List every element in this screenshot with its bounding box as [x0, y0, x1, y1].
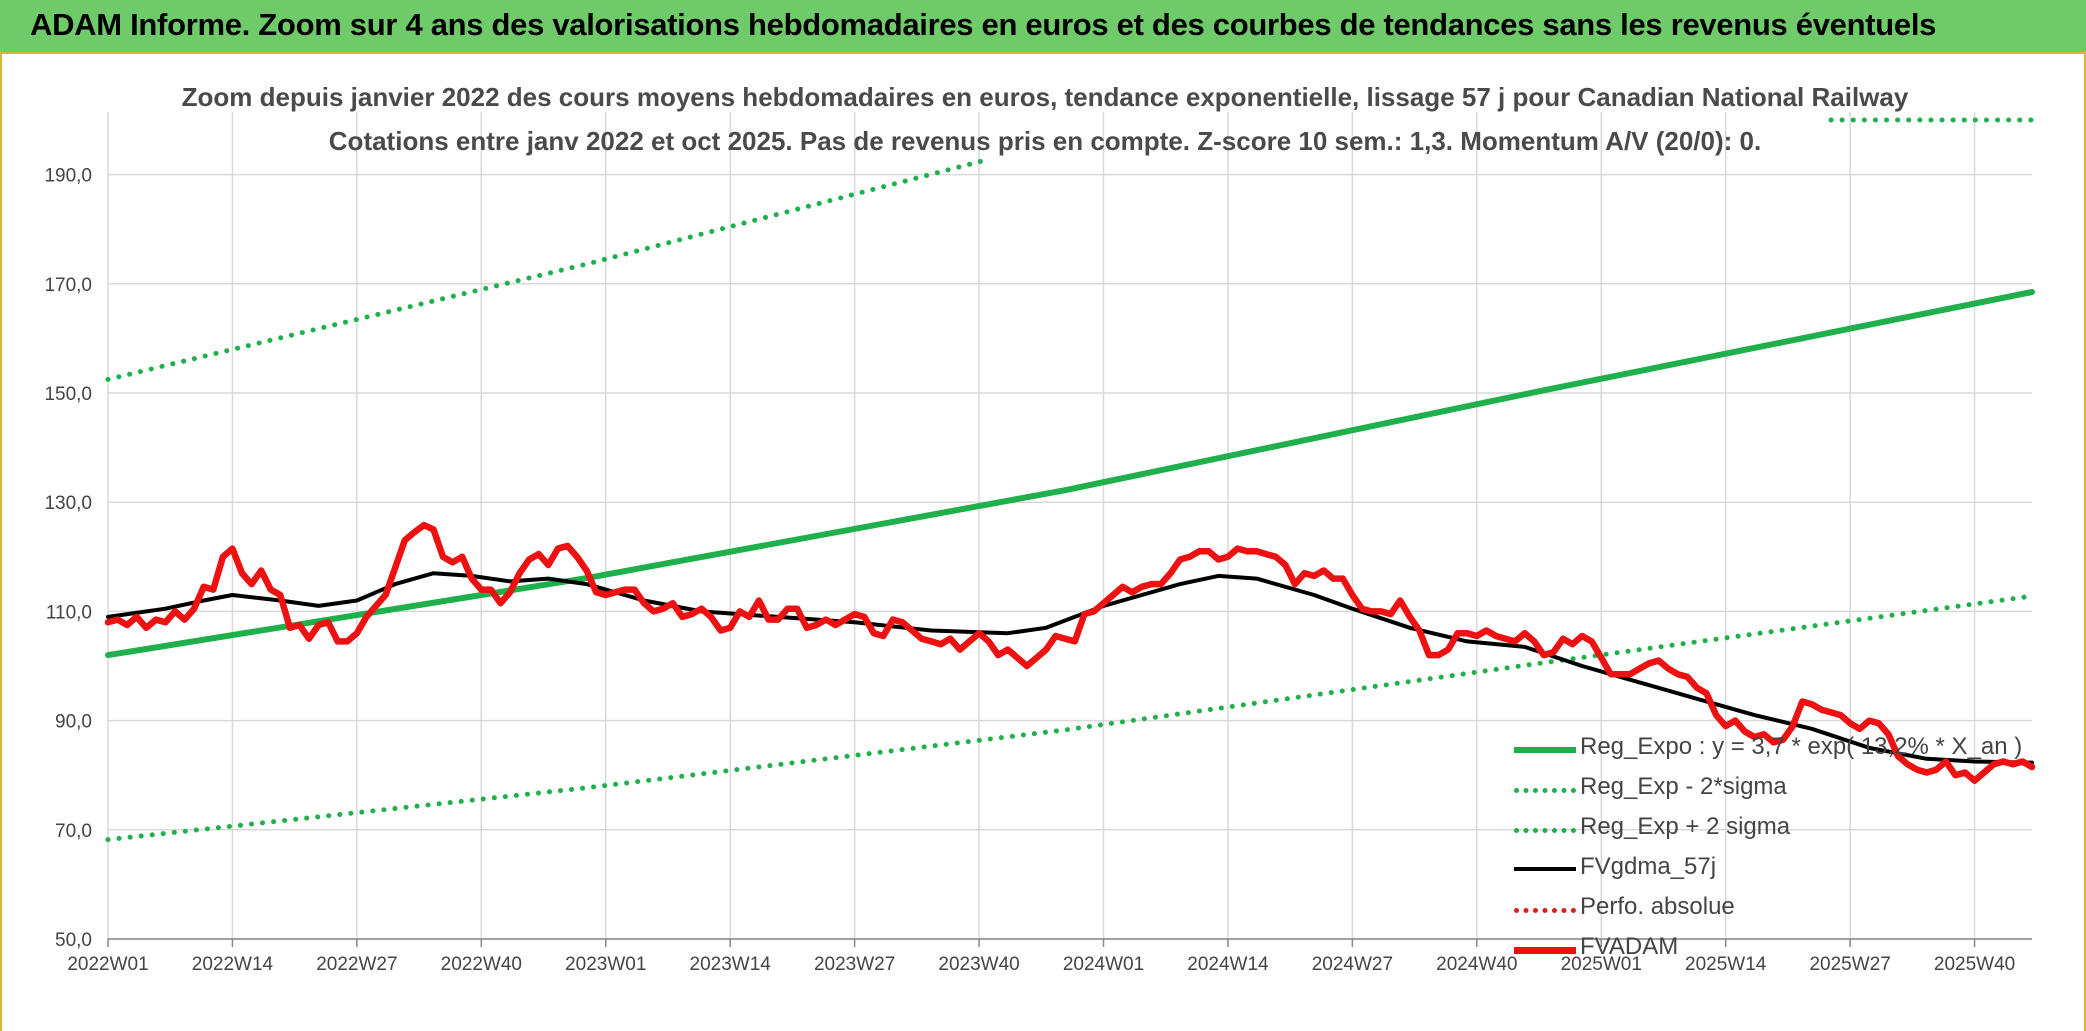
x-tick-label: 2023W01: [565, 954, 646, 975]
line-chart: 50,0 70,0 90,0 110,0 130,0 150,0 170,0 190,0 202…: [44, 112, 2036, 975]
legend-label: FVgdma_57j: [1580, 853, 1717, 880]
x-tick-label: 2024W01: [1063, 954, 1144, 975]
legend-label: Reg_Exp - 2*sigma: [1580, 773, 1787, 800]
legend-label: Perfo. absolue: [1580, 893, 1735, 920]
legend-label: Reg_Expo : y = 3,7 * exp( 13,2% * X_an ): [1580, 733, 2023, 760]
x-tick-label: 2023W27: [814, 954, 895, 975]
x-tick-label: 2022W40: [441, 954, 522, 975]
chart-title: Zoom depuis janvier 2022 des cours moyen…: [181, 82, 1909, 112]
x-tick-label: 2022W14: [192, 954, 274, 975]
legend-swatch: [1514, 828, 1576, 833]
legend-swatch: [1514, 908, 1576, 913]
legend-swatch: [1514, 867, 1576, 871]
series-layer: [104, 117, 2036, 843]
series-line-6: [104, 521, 2036, 784]
y-tick-label: 190,0: [44, 166, 92, 187]
legend-swatch: [1514, 947, 1576, 954]
y-tick-label: 50,0: [55, 930, 92, 951]
series-line-4: [106, 571, 2034, 765]
legend-swatch: [1514, 747, 1576, 753]
x-tick-label: 2025W01: [1561, 954, 1642, 975]
x-tick-label: 2025W27: [1809, 954, 1890, 975]
series-line-1: [105, 593, 2035, 843]
y-tick-label: 150,0: [44, 384, 92, 405]
y-tick-label: 170,0: [44, 275, 92, 296]
x-tick-label: 2025W40: [1934, 954, 2015, 975]
x-tick-label: 2024W27: [1312, 954, 1393, 975]
x-tick-label: 2024W14: [1187, 954, 1269, 975]
page-title: ADAM Informe. Zoom sur 4 ans des valoris…: [30, 7, 1937, 42]
header-bar: ADAM Informe. Zoom sur 4 ans des valoris…: [0, 0, 2086, 54]
chart-subtitle: Cotations entre janv 2022 et oct 2025. P…: [328, 126, 1762, 156]
y-tick-label: 110,0: [46, 602, 92, 623]
x-tick-label: 2022W01: [67, 954, 148, 975]
chart-area: 50,0 70,0 90,0 110,0 130,0 150,0 170,0 190,0 202…: [0, 54, 2086, 1031]
series-line-2: [105, 156, 992, 382]
x-tick-label: 2023W14: [690, 954, 772, 975]
x-tick-label: 2023W40: [938, 954, 1019, 975]
axis-layer: 50,0 70,0 90,0 110,0 130,0 150,0 170,0 190,0 202…: [44, 166, 2032, 975]
legend-label: FVADAM: [1580, 933, 1679, 960]
x-tick-label: 2025W14: [1685, 954, 1767, 975]
y-tick-label: 90,0: [55, 712, 92, 733]
series-line-0: [105, 289, 2035, 659]
y-tick-label: 70,0: [55, 821, 92, 842]
x-tick-label: 2024W40: [1436, 954, 1517, 975]
grid-layer: [107, 112, 2032, 940]
x-tick-label: 2022W27: [316, 954, 397, 975]
y-tick-label: 130,0: [44, 493, 92, 514]
legend-label: Reg_Exp + 2 sigma: [1580, 813, 1791, 840]
legend-swatch: [1514, 788, 1576, 793]
